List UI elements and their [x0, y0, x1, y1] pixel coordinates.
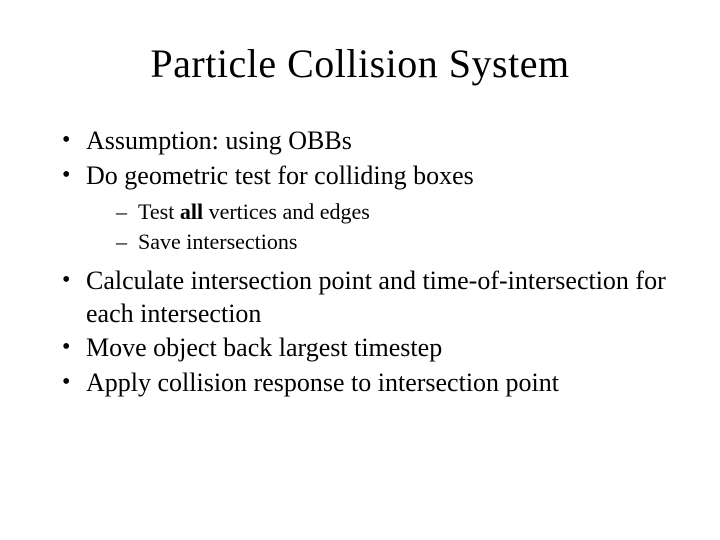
sub-bullet-text: vertices and edges [203, 199, 370, 224]
bullet-item: Assumption: using OBBs [58, 125, 670, 158]
bullet-item: Move object back largest timestep [58, 332, 670, 365]
bullet-list: Assumption: using OBBs Do geometric test… [50, 125, 670, 399]
slide: Particle Collision System Assumption: us… [0, 0, 720, 540]
sub-bullet-item: Test all vertices and edges [116, 198, 670, 226]
bullet-text: Do geometric test for colliding boxes [86, 161, 474, 190]
sub-bullet-item: Save intersections [116, 228, 670, 256]
slide-title: Particle Collision System [50, 40, 670, 87]
bullet-item: Do geometric test for colliding boxes Te… [58, 160, 670, 256]
bullet-item: Calculate intersection point and time-of… [58, 265, 670, 330]
sub-bullet-list: Test all vertices and edges Save interse… [86, 198, 670, 255]
sub-bullet-text-bold: all [180, 199, 203, 224]
sub-bullet-text: Test [138, 199, 180, 224]
bullet-item: Apply collision response to intersection… [58, 367, 670, 400]
